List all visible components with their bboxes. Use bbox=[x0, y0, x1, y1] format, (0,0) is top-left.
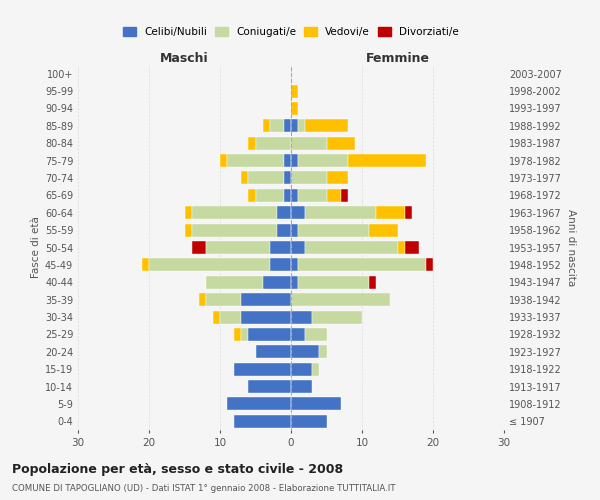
Y-axis label: Fasce di età: Fasce di età bbox=[31, 216, 41, 278]
Bar bbox=[369, 276, 376, 289]
Bar bbox=[241, 310, 291, 324]
Bar bbox=[305, 206, 376, 220]
Bar bbox=[284, 120, 291, 132]
Bar bbox=[234, 328, 241, 341]
Bar bbox=[284, 189, 291, 202]
Bar bbox=[298, 154, 348, 167]
Bar bbox=[298, 224, 369, 236]
Bar bbox=[191, 241, 206, 254]
Bar bbox=[191, 206, 277, 220]
Bar bbox=[291, 310, 313, 324]
Bar bbox=[291, 398, 341, 410]
Bar bbox=[270, 241, 291, 254]
Bar bbox=[220, 154, 227, 167]
Bar bbox=[220, 310, 241, 324]
Bar bbox=[298, 120, 305, 132]
Bar bbox=[270, 258, 291, 272]
Bar bbox=[284, 172, 291, 184]
Text: Femmine: Femmine bbox=[365, 52, 430, 65]
Bar bbox=[291, 346, 319, 358]
Bar bbox=[142, 258, 149, 272]
Bar bbox=[241, 172, 248, 184]
Bar bbox=[277, 206, 291, 220]
Bar bbox=[326, 189, 341, 202]
Bar bbox=[206, 293, 241, 306]
Bar bbox=[404, 206, 412, 220]
Bar bbox=[291, 362, 313, 376]
Bar bbox=[291, 415, 326, 428]
Bar bbox=[213, 310, 220, 324]
Bar bbox=[291, 172, 326, 184]
Bar bbox=[256, 136, 291, 149]
Bar bbox=[404, 241, 419, 254]
Bar bbox=[234, 362, 291, 376]
Bar bbox=[291, 258, 298, 272]
Bar bbox=[263, 276, 291, 289]
Bar bbox=[248, 172, 284, 184]
Bar bbox=[298, 189, 326, 202]
Bar bbox=[206, 276, 263, 289]
Y-axis label: Anni di nascita: Anni di nascita bbox=[566, 209, 575, 286]
Bar bbox=[319, 346, 326, 358]
Bar bbox=[248, 380, 291, 393]
Bar bbox=[185, 206, 191, 220]
Bar bbox=[241, 293, 291, 306]
Bar bbox=[277, 224, 291, 236]
Bar bbox=[185, 224, 191, 236]
Bar bbox=[284, 154, 291, 167]
Bar bbox=[227, 154, 284, 167]
Bar bbox=[341, 189, 348, 202]
Bar bbox=[248, 136, 256, 149]
Bar bbox=[291, 120, 298, 132]
Bar bbox=[305, 328, 326, 341]
Bar bbox=[291, 154, 298, 167]
Bar bbox=[313, 362, 319, 376]
Bar bbox=[305, 120, 348, 132]
Bar bbox=[263, 120, 270, 132]
Bar bbox=[291, 293, 391, 306]
Bar bbox=[291, 328, 305, 341]
Bar bbox=[291, 102, 298, 115]
Bar bbox=[326, 172, 348, 184]
Bar bbox=[291, 241, 305, 254]
Bar bbox=[248, 189, 256, 202]
Bar bbox=[241, 328, 248, 341]
Legend: Celibi/Nubili, Coniugati/e, Vedovi/e, Divorziati/e: Celibi/Nubili, Coniugati/e, Vedovi/e, Di… bbox=[119, 23, 463, 42]
Bar bbox=[199, 293, 206, 306]
Bar bbox=[191, 224, 277, 236]
Bar bbox=[206, 241, 270, 254]
Bar bbox=[369, 224, 398, 236]
Text: COMUNE DI TAPOGLIANO (UD) - Dati ISTAT 1° gennaio 2008 - Elaborazione TUTTITALIA: COMUNE DI TAPOGLIANO (UD) - Dati ISTAT 1… bbox=[12, 484, 395, 493]
Bar bbox=[227, 398, 291, 410]
Bar bbox=[376, 206, 404, 220]
Bar bbox=[298, 276, 369, 289]
Bar bbox=[291, 380, 313, 393]
Bar bbox=[234, 415, 291, 428]
Bar bbox=[291, 206, 305, 220]
Bar bbox=[298, 258, 426, 272]
Bar bbox=[248, 328, 291, 341]
Bar bbox=[270, 120, 284, 132]
Bar bbox=[256, 189, 284, 202]
Bar bbox=[291, 276, 298, 289]
Bar bbox=[398, 241, 404, 254]
Bar bbox=[149, 258, 270, 272]
Bar bbox=[291, 84, 298, 98]
Bar bbox=[305, 241, 398, 254]
Bar bbox=[348, 154, 426, 167]
Bar bbox=[313, 310, 362, 324]
Bar bbox=[426, 258, 433, 272]
Bar bbox=[291, 136, 326, 149]
Text: Popolazione per età, sesso e stato civile - 2008: Popolazione per età, sesso e stato civil… bbox=[12, 462, 343, 475]
Bar bbox=[291, 224, 298, 236]
Bar bbox=[291, 189, 298, 202]
Bar bbox=[256, 346, 291, 358]
Bar bbox=[326, 136, 355, 149]
Text: Maschi: Maschi bbox=[160, 52, 209, 65]
